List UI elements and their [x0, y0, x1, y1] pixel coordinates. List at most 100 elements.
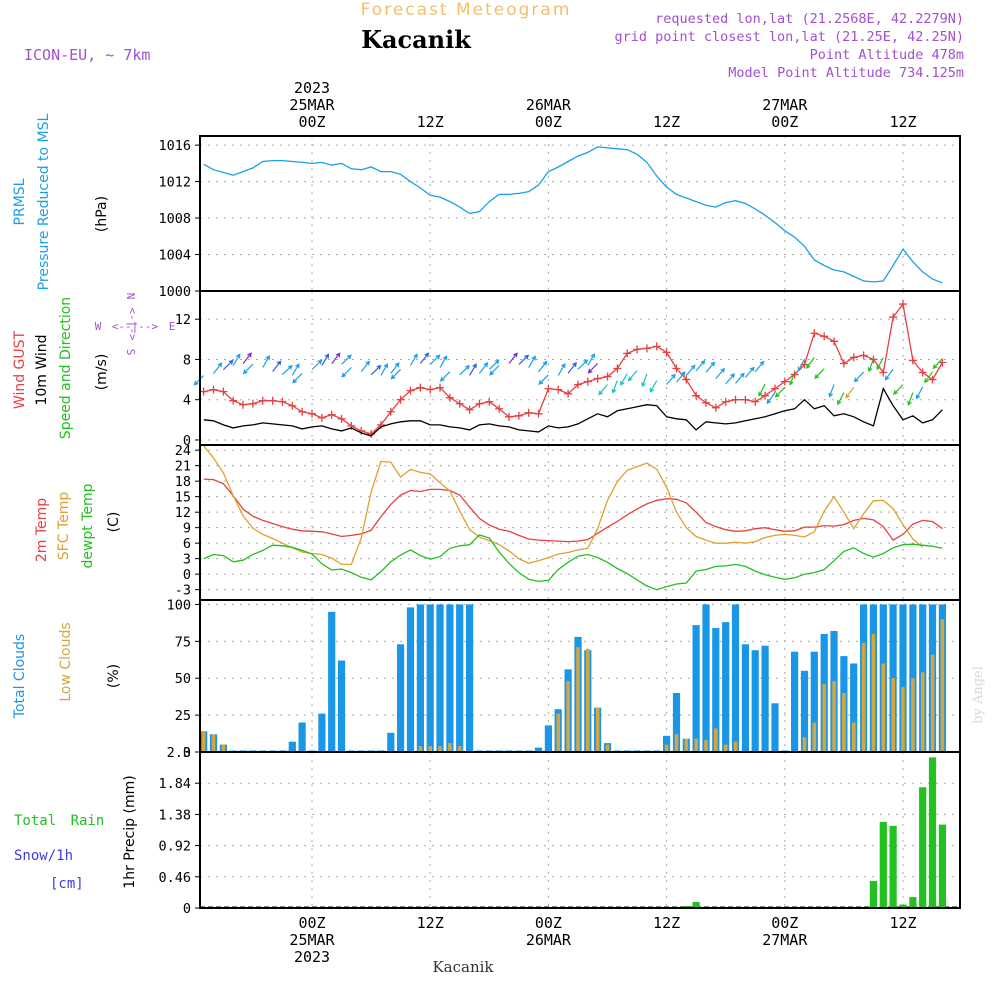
total-cloud-bar	[288, 741, 296, 752]
precip-label-snow: Snow/1h	[14, 848, 73, 864]
gust-point	[317, 413, 326, 422]
wind-arrow	[611, 380, 618, 394]
gust-point	[859, 351, 868, 360]
low-cloud-bar	[438, 746, 442, 752]
wind-arrow	[409, 353, 418, 366]
precip-label-rain: Total Rain	[14, 813, 104, 829]
compass-rose: N S E W <--|--> <-|->	[95, 293, 176, 356]
y-tick-label: 12	[175, 312, 191, 328]
wind-arrow	[242, 363, 254, 375]
top-time-label: 00Z	[535, 113, 562, 131]
y-tick-label: 15	[175, 490, 191, 506]
chart-title: Kacanik	[361, 25, 472, 54]
gust-point	[426, 385, 435, 394]
wind-arrow	[489, 365, 500, 376]
rain-bar	[938, 824, 946, 908]
rain-bar	[899, 904, 907, 908]
total-cloud-bar	[387, 732, 395, 752]
total-cloud-bar	[298, 722, 306, 752]
temp-label-2m: 2m Temp	[34, 498, 50, 562]
low-cloud-bar	[891, 678, 895, 752]
low-cloud-bar	[930, 654, 935, 752]
gust-point	[268, 396, 277, 405]
gust-point	[229, 396, 238, 405]
gust-point	[721, 397, 730, 406]
gust-point	[908, 356, 917, 365]
y-tick-label: 50	[175, 671, 191, 687]
wind-unit: (m/s)	[94, 354, 110, 391]
panel-bg	[200, 445, 960, 600]
gust-markers	[199, 300, 947, 438]
gust-point	[879, 368, 888, 377]
low-cloud-bar	[901, 687, 905, 752]
wind-arrow	[620, 373, 628, 386]
gust-point	[849, 353, 858, 362]
temp-label-dewpt: dewpt Temp	[80, 483, 96, 568]
low-cloud-bar	[822, 684, 826, 752]
low-cloud-bar	[576, 647, 580, 752]
wind-arrow	[213, 362, 223, 374]
wind-arrow	[518, 354, 530, 365]
pressure-labels: PRMSL Pressure Reduced to MSL (hPa)	[12, 113, 110, 290]
gust-point	[790, 370, 799, 379]
wind-arrow	[837, 392, 845, 406]
total-cloud-bar	[741, 644, 749, 752]
wind-arrow	[469, 363, 477, 376]
watermark: by Angel	[971, 666, 986, 724]
gust-point	[928, 375, 937, 384]
y-tick-label: 75	[175, 634, 191, 650]
wind-arrow	[627, 370, 638, 382]
gust-point	[692, 391, 701, 400]
pressure-unit: (hPa)	[94, 196, 110, 232]
wind-arrow	[715, 367, 726, 380]
wind-arrow	[262, 355, 270, 368]
wind-arrow	[805, 357, 815, 370]
y-tick-label: 1000	[158, 284, 191, 300]
gust-point	[682, 375, 691, 384]
total-cloud-bar	[318, 713, 326, 752]
total-cloud-bar	[810, 651, 818, 752]
gust-point	[623, 349, 632, 358]
low-cloud-bar	[201, 731, 206, 752]
low-cloud-bar	[556, 713, 561, 752]
y-tick-label: 0	[183, 745, 191, 761]
y-tick-label: 4	[183, 393, 191, 409]
total-cloud-bar	[702, 604, 710, 752]
bottom-time-label: 27MAR	[762, 931, 808, 949]
bottom-time-label: 2023	[294, 948, 330, 966]
gust-point	[219, 387, 228, 396]
gust-point	[534, 409, 543, 418]
low-cloud-bar	[221, 744, 226, 752]
requested-coords: requested lon,lat (21.2568E, 42.2279N)	[655, 11, 964, 27]
wind-arrow	[508, 352, 518, 364]
bottom-time-label: 00Z	[535, 914, 562, 932]
bottom-time-label: 00Z	[298, 914, 325, 932]
total-cloud-bar	[544, 725, 552, 752]
gust-point	[396, 395, 405, 404]
total-cloud-bar	[337, 660, 346, 752]
total-cloud-bar	[416, 604, 424, 752]
low-cloud-bar	[911, 678, 915, 752]
wind-arrow	[272, 360, 282, 372]
gust-point	[810, 329, 819, 338]
model-label: ICON-EU, ~ 7km	[24, 46, 150, 64]
wind-arrow	[814, 368, 825, 379]
gust-point	[288, 401, 297, 410]
top-time-label: 2023	[294, 79, 330, 97]
wind-arrow	[439, 355, 448, 368]
temp-labels: 2m Temp SFC Temp dewpt Temp (C)	[34, 483, 122, 568]
total-cloud-bar	[771, 703, 779, 752]
gust-point	[662, 348, 671, 357]
wind-arrow	[390, 368, 402, 380]
low-cloud-bar	[664, 744, 669, 752]
low-cloud-bar	[586, 648, 590, 752]
wind-arrow	[281, 364, 293, 376]
top-time-label: 00Z	[771, 113, 798, 131]
wind-arrow	[797, 358, 806, 372]
low-cloud-bar	[211, 734, 216, 752]
y-tick-label: 1.38	[158, 807, 191, 823]
low-cloud-bar	[566, 681, 570, 752]
low-cloud-bar	[448, 743, 452, 752]
total-cloud-bar	[534, 747, 543, 752]
compass-w: W	[95, 320, 102, 333]
